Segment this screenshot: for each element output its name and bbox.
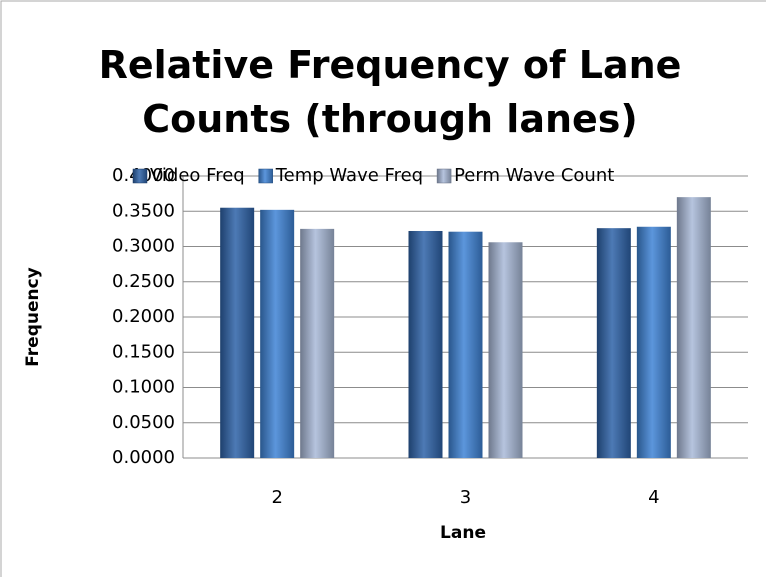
y-tick-label: 0.3000 (112, 236, 175, 257)
x-axis-label: Lane (440, 523, 486, 543)
x-tick-label: 4 (648, 487, 659, 508)
legend-marker (132, 168, 148, 184)
y-tick-label: 0.0000 (112, 447, 175, 468)
y-tick-label: 0.0500 (112, 412, 175, 433)
bar (448, 231, 483, 458)
x-tick-label: 3 (460, 487, 471, 508)
legend-label: Temp Wave Freq (275, 165, 423, 186)
legend-marker (258, 168, 273, 184)
y-tick-label: 0.2000 (112, 306, 175, 327)
legend-marker (436, 168, 452, 184)
x-tick-label: 2 (271, 487, 282, 508)
bar (636, 226, 671, 458)
y-tick-label: 0.3500 (112, 200, 175, 221)
y-tick-label: 0.2500 (112, 271, 175, 292)
chart-title: Relative Frequency of Lane Counts (throu… (98, 43, 682, 141)
legend-label: Video Freq (150, 165, 245, 186)
y-tick-label: 0.1500 (112, 341, 175, 362)
y-tick-label: 0.1000 (112, 377, 175, 398)
bar (488, 242, 523, 458)
bar (596, 228, 631, 458)
bar (260, 209, 295, 458)
y-axis-label: Frequency (23, 267, 43, 367)
bar (300, 228, 335, 458)
bar (220, 207, 255, 458)
bar (676, 197, 711, 458)
bar (408, 230, 443, 458)
legend-label: Perm Wave Count (454, 165, 614, 186)
